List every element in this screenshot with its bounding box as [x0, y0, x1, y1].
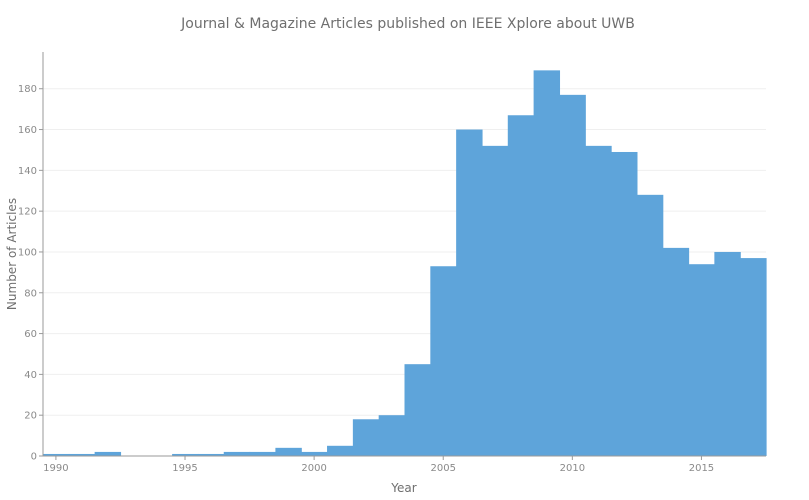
bar-2003 [378, 415, 406, 456]
bar-2006 [456, 129, 483, 457]
bar-2001 [327, 445, 354, 456]
bar-2005 [430, 266, 457, 456]
y-tick-label: 160 [18, 125, 37, 136]
bar-1999 [275, 447, 302, 456]
y-tick-label: 20 [24, 411, 37, 422]
bar-1995 [172, 453, 199, 456]
y-tick-label: 80 [24, 288, 37, 299]
bar-2016 [714, 251, 741, 456]
y-axis-ticks: 0 20 40 60 80 100 120 140 160 180 [18, 84, 43, 463]
bar-1990 [43, 453, 70, 456]
x-tick-label: 2010 [560, 463, 585, 474]
bar-2014 [662, 247, 690, 456]
bar-2002 [352, 419, 380, 456]
y-tick-label: 40 [24, 370, 37, 381]
bar-1996 [197, 453, 225, 456]
x-tick-label: 2000 [301, 463, 326, 474]
y-tick-label: 100 [18, 247, 37, 258]
bar-2011 [585, 145, 612, 456]
bar-2017 [740, 258, 767, 456]
x-tick-label: 2005 [431, 463, 456, 474]
bar-1992 [94, 451, 122, 456]
bar-1998 [249, 451, 276, 456]
y-tick-label: 120 [18, 207, 37, 218]
bar-2012 [611, 151, 638, 456]
y-tick-label: 140 [18, 166, 37, 177]
x-tick-label: 1995 [172, 463, 197, 474]
bar-2015 [688, 264, 715, 456]
bar-2009 [533, 70, 561, 456]
y-tick-label: 60 [24, 329, 37, 340]
bar-2008 [507, 115, 535, 456]
bar-2013 [636, 194, 664, 456]
chart-title: Journal & Magazine Articles published on… [180, 16, 635, 32]
bar-2004 [404, 364, 431, 456]
bar-2010 [559, 94, 586, 457]
bars [43, 70, 767, 457]
y-tick-label: 180 [18, 84, 37, 95]
x-tick-label: 2015 [689, 463, 714, 474]
y-tick-label: 0 [31, 452, 37, 463]
bar-1997 [223, 451, 251, 456]
grid-lines [43, 88, 766, 416]
y-axis-label: Number of Articles [5, 198, 19, 310]
x-tick-label: 1990 [43, 463, 68, 474]
bar-1991 [68, 453, 96, 456]
bar-2007 [481, 145, 509, 456]
x-axis-label: Year [390, 481, 416, 495]
bar-2000 [301, 451, 328, 456]
x-axis-ticks: 1990 1995 2000 2005 2010 2015 [43, 456, 714, 474]
